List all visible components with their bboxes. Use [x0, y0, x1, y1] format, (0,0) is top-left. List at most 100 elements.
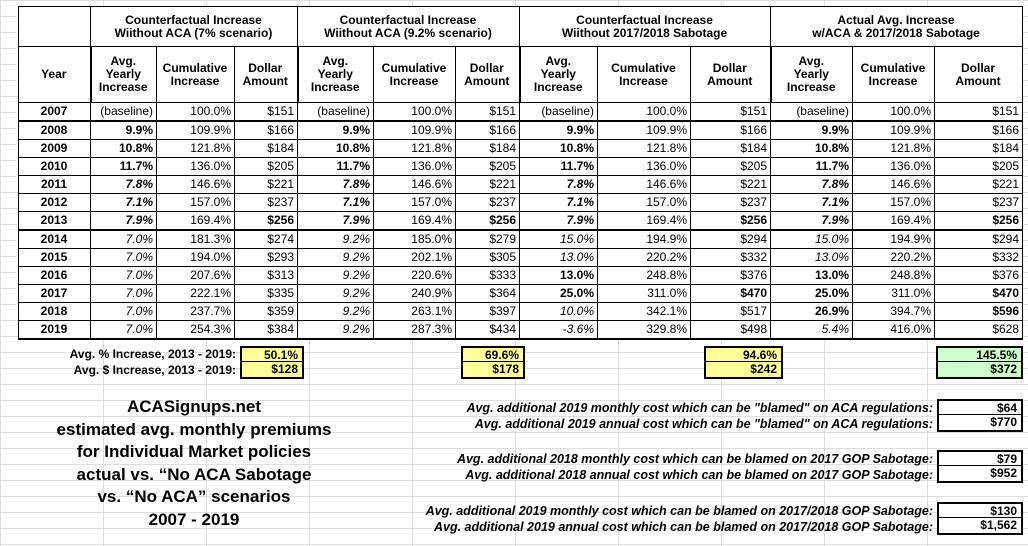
column-header-avg-yearly-increase: Avg. Yearly Increase	[89, 46, 157, 103]
cumulative-increase-cell: 248.8%	[852, 266, 936, 285]
dollar-amount-cell: $166	[934, 120, 1024, 140]
avg-yearly-increase-cell: 7.9%	[90, 211, 157, 231]
cumulative-increase-cell: 146.6%	[852, 175, 936, 194]
avg-yearly-increase-cell: (baseline)	[297, 102, 374, 122]
avg-yearly-increase-cell: 7.9%	[770, 211, 854, 231]
avg-yearly-increase-cell: 26.9%	[770, 302, 854, 321]
table-row: 2013 7.9% 169.4% $256 7.9% 169.4% $256 7…	[18, 211, 1024, 231]
cumulative-increase-cell: 237.7%	[156, 302, 235, 321]
avg-yearly-increase-cell: (baseline)	[90, 102, 157, 122]
cumulative-increase-cell: 220.6%	[373, 266, 456, 285]
summary-dollar-value: $178	[463, 362, 523, 377]
summary-dollar-value: $372	[938, 362, 1021, 377]
dollar-amount-cell: $498	[690, 320, 772, 340]
header-line: Avg.	[322, 54, 349, 68]
avg-yearly-increase-cell: 15.0%	[519, 229, 599, 249]
cumulative-increase-cell: 157.0%	[373, 193, 456, 212]
avg-yearly-increase-cell: 7.1%	[297, 193, 374, 212]
avg-percent-increase-label: Avg. % Increase, 2013 - 2019:	[69, 347, 236, 361]
cumulative-increase-cell: 185.0%	[373, 229, 456, 249]
year-cell: 2014	[18, 229, 91, 249]
summary-pct-value: 145.5%	[938, 348, 1021, 362]
header-line: Increase	[533, 80, 583, 94]
group-header-row: Counterfactual Increase Wiithout ACA (7%…	[18, 6, 1024, 47]
header-line: Amount	[955, 73, 1001, 88]
cumulative-increase-cell: 100.0%	[373, 102, 456, 122]
dollar-amount-cell: $184	[454, 139, 521, 158]
cumulative-increase-cell: 109.9%	[373, 120, 456, 140]
summary-box-scenario-4: 145.5% $372	[936, 346, 1023, 379]
dollar-amount-cell: $221	[934, 175, 1024, 194]
dollar-amount-cell: $596	[934, 302, 1024, 321]
footnote-value: $130	[939, 504, 1021, 518]
dollar-amount-cell: $221	[234, 175, 298, 194]
avg-yearly-increase-cell: 7.0%	[90, 302, 157, 321]
avg-yearly-increase-cell: 9.9%	[770, 120, 854, 140]
table-row: 2016 7.0% 207.6% $313 9.2% 220.6% $333 1…	[18, 266, 1024, 285]
dollar-amount-cell: $166	[234, 120, 298, 140]
group-header-line1: Counterfactual Increase	[125, 12, 262, 27]
group-header-line1: Actual Avg. Increase	[837, 12, 955, 27]
footnote-label: Avg. additional 2019 monthly cost which …	[466, 401, 933, 415]
avg-yearly-increase-cell: -3.6%	[519, 320, 599, 340]
dollar-amount-cell: $470	[934, 284, 1024, 303]
avg-yearly-increase-cell: 25.0%	[770, 284, 854, 303]
cumulative-increase-cell: 146.6%	[373, 175, 456, 194]
avg-yearly-increase-cell: 7.9%	[519, 211, 599, 231]
cumulative-increase-cell: 109.9%	[852, 120, 936, 140]
dollar-amount-cell: $293	[234, 248, 298, 267]
avg-yearly-increase-cell: 13.0%	[519, 266, 599, 285]
empty-corner-cell	[18, 6, 91, 47]
dollar-amount-cell: $335	[234, 284, 298, 303]
summary-box-scenario-3: 94.6% $242	[704, 346, 783, 379]
footnote-label: Avg. additional 2019 annual cost which c…	[474, 417, 933, 431]
cumulative-increase-cell: 146.6%	[156, 175, 235, 194]
table-row: 2015 7.0% 194.0% $293 9.2% 202.1% $305 1…	[18, 248, 1024, 267]
table-row: 2018 7.0% 237.7% $359 9.2% 263.1% $397 1…	[18, 302, 1024, 321]
dollar-amount-cell: $359	[234, 302, 298, 321]
avg-yearly-increase-cell: (baseline)	[519, 102, 599, 122]
summary-box-scenario-2: 69.6% $178	[461, 346, 525, 379]
header-line: Cumulative	[162, 60, 228, 75]
cumulative-increase-cell: 169.4%	[852, 211, 936, 231]
dollar-amount-cell: $256	[690, 211, 772, 231]
table-row: 2007 (baseline) 100.0% $151 (baseline) 1…	[18, 102, 1024, 122]
avg-yearly-increase-cell: 10.8%	[519, 139, 599, 158]
header-line: Amount	[464, 73, 510, 88]
group-header-line1: Counterfactual Increase	[339, 12, 477, 27]
table-row: 2014 7.0% 181.3% $274 9.2% 185.0% $279 1…	[18, 229, 1024, 249]
cumulative-increase-cell: 311.0%	[597, 284, 692, 303]
footnote-label: Avg. additional 2019 annual cost which c…	[434, 520, 933, 534]
dollar-amount-cell: $184	[934, 139, 1024, 158]
cumulative-increase-cell: 220.2%	[597, 248, 692, 267]
table-row: 2010 11.7% 136.0% $205 11.7% 136.0% $205…	[18, 157, 1024, 176]
header-line: Dollar	[469, 60, 504, 75]
cumulative-increase-cell: 342.1%	[597, 302, 692, 321]
year-cell: 2012	[18, 193, 91, 212]
header-line: Yearly	[105, 67, 141, 81]
dollar-amount-cell: $376	[934, 266, 1024, 285]
footnote-label: Avg. additional 2018 monthly cost which …	[456, 452, 933, 466]
avg-yearly-increase-cell: 7.9%	[297, 211, 374, 231]
dollar-amount-cell: $151	[934, 102, 1024, 122]
avg-yearly-increase-cell: 13.0%	[519, 248, 599, 267]
header-line: Avg.	[798, 54, 825, 68]
footnote-value: $64	[939, 401, 1021, 415]
year-cell: 2010	[18, 157, 91, 176]
cumulative-increase-cell: 157.0%	[156, 193, 235, 212]
header-line: Cumulative	[611, 60, 676, 75]
footnote-value: $79	[939, 452, 1021, 466]
dollar-amount-cell: $151	[690, 102, 772, 122]
avg-yearly-increase-cell: 9.2%	[297, 320, 374, 340]
dollar-amount-cell: $237	[690, 193, 772, 212]
cumulative-increase-cell: 240.9%	[373, 284, 456, 303]
dollar-amount-cell: $397	[454, 302, 521, 321]
cumulative-increase-cell: 254.3%	[156, 320, 235, 340]
cumulative-increase-cell: 136.0%	[852, 157, 936, 176]
dollar-amount-cell: $332	[690, 248, 772, 267]
dollar-amount-cell: $294	[934, 229, 1024, 249]
table-row: 2009 10.8% 121.8% $184 10.8% 121.8% $184…	[18, 139, 1024, 158]
summary-pct-value: 50.1%	[242, 348, 302, 362]
avg-yearly-increase-cell: 7.8%	[90, 175, 157, 194]
dollar-amount-cell: $205	[934, 157, 1024, 176]
